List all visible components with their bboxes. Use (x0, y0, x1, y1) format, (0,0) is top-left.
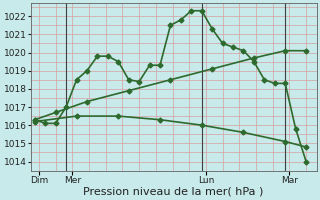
X-axis label: Pression niveau de la mer( hPa ): Pression niveau de la mer( hPa ) (84, 187, 264, 197)
